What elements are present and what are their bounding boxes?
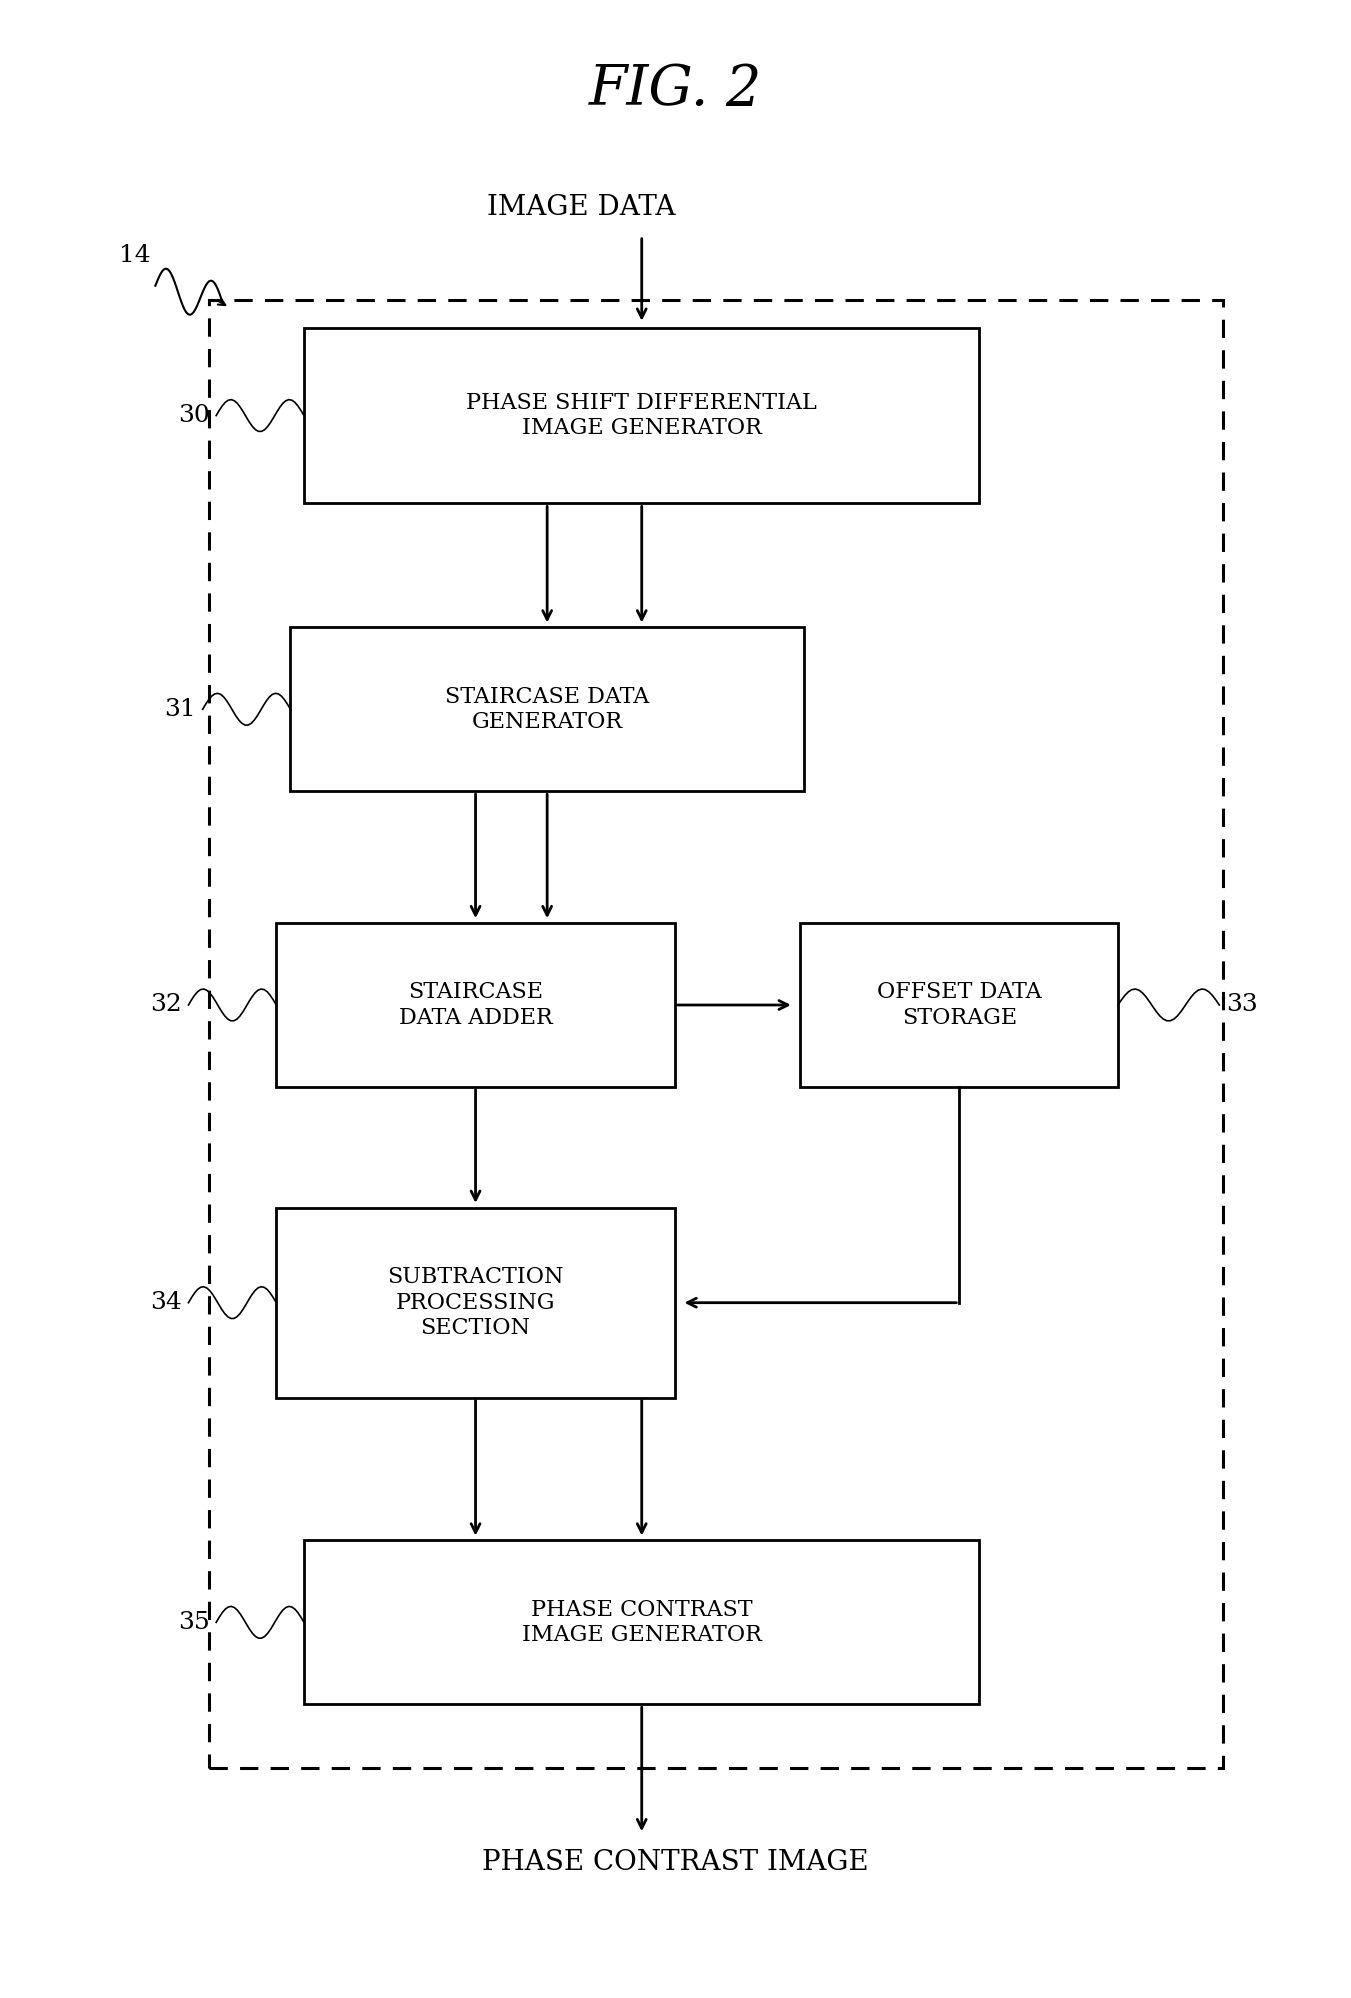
Text: STAIRCASE
DATA ADDER: STAIRCASE DATA ADDER bbox=[399, 981, 553, 1029]
Text: PHASE CONTRAST
IMAGE GENERATOR: PHASE CONTRAST IMAGE GENERATOR bbox=[521, 1598, 762, 1646]
Text: 14: 14 bbox=[119, 244, 151, 268]
Bar bbox=[800, 923, 1119, 1087]
Text: SUBTRACTION
PROCESSING
SECTION: SUBTRACTION PROCESSING SECTION bbox=[388, 1267, 563, 1339]
Bar bbox=[276, 923, 674, 1087]
Text: IMAGE DATA: IMAGE DATA bbox=[486, 194, 676, 222]
Bar bbox=[276, 1207, 674, 1399]
Text: 30: 30 bbox=[177, 404, 209, 428]
Text: 34: 34 bbox=[150, 1291, 181, 1315]
Bar bbox=[304, 1540, 979, 1704]
Text: OFFSET DATA
STORAGE: OFFSET DATA STORAGE bbox=[877, 981, 1042, 1029]
Bar bbox=[304, 328, 979, 503]
Text: FIG. 2: FIG. 2 bbox=[589, 62, 762, 118]
Text: PHASE CONTRAST IMAGE: PHASE CONTRAST IMAGE bbox=[482, 1848, 869, 1876]
Text: 33: 33 bbox=[1227, 993, 1258, 1017]
Text: STAIRCASE DATA
GENERATOR: STAIRCASE DATA GENERATOR bbox=[444, 685, 650, 733]
Bar bbox=[290, 627, 804, 791]
Text: PHASE SHIFT DIFFERENTIAL
IMAGE GENERATOR: PHASE SHIFT DIFFERENTIAL IMAGE GENERATOR bbox=[466, 392, 817, 440]
Text: 31: 31 bbox=[165, 697, 196, 721]
Text: 35: 35 bbox=[177, 1610, 209, 1634]
Bar bbox=[209, 300, 1223, 1768]
Text: 32: 32 bbox=[150, 993, 181, 1017]
